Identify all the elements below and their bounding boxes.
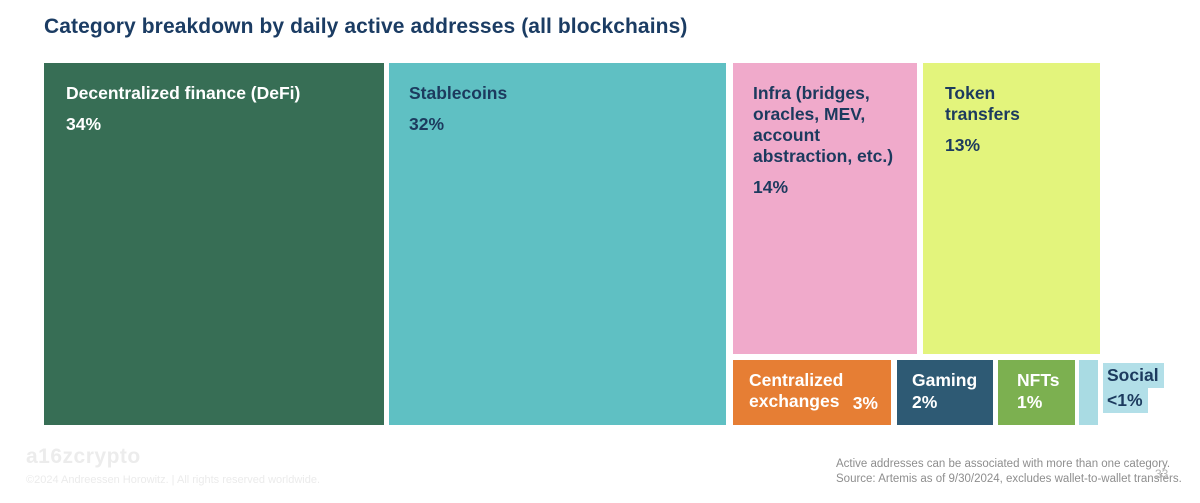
treemap-block-infra: Infra (bridges, oracles, MEV, account ab…	[733, 63, 917, 354]
block-label: Stablecoins	[409, 83, 508, 103]
block-label: Token transfers	[945, 83, 1020, 124]
copyright-text: ©2024 Andreessen Horowitz. | All rights …	[26, 474, 321, 486]
block-label: Gaming	[912, 370, 978, 390]
block-label: Infra (bridges, oracles, MEV, account ab…	[753, 83, 894, 166]
page-number: 33	[1155, 467, 1169, 481]
block-value: 2%	[912, 392, 938, 412]
block-value: 3%	[852, 393, 878, 413]
block-value: 14%	[753, 177, 789, 197]
chart-title: Category breakdown by daily active addre…	[44, 15, 688, 38]
block-value: 13%	[945, 135, 981, 155]
block-label: NFTs	[1017, 370, 1060, 390]
social-label-text: Social	[1103, 363, 1164, 388]
treemap-block-social	[1079, 360, 1098, 425]
source-notes: Active addresses can be associated with …	[836, 457, 1182, 487]
treemap-block-centralized-exchanges: Centralized exchanges 3%	[733, 360, 891, 425]
block-label: Centralized exchanges	[749, 370, 844, 411]
treemap-block-nfts: NFTs 1%	[998, 360, 1075, 425]
a16zcrypto-logo: a16zcrypto	[26, 445, 141, 468]
note-line-1: Active addresses can be associated with …	[836, 458, 1171, 470]
social-value-text: <1%	[1103, 388, 1148, 413]
social-block-label: Social <1%	[1103, 363, 1164, 413]
block-label: Decentralized finance (DeFi)	[66, 83, 301, 103]
block-value: 34%	[66, 114, 102, 134]
treemap-chart: Decentralized finance (DeFi) 34% Stablec…	[44, 63, 1200, 425]
block-value: 1%	[1017, 392, 1043, 412]
treemap-block-defi: Decentralized finance (DeFi) 34%	[44, 63, 384, 425]
treemap-block-token-transfers: Token transfers 13%	[923, 63, 1100, 354]
note-line-2: Source: Artemis as of 9/30/2024, exclude…	[836, 473, 1182, 485]
treemap-block-stablecoins: Stablecoins 32%	[389, 63, 726, 425]
treemap-block-gaming: Gaming 2%	[897, 360, 993, 425]
block-value: 32%	[409, 114, 445, 134]
